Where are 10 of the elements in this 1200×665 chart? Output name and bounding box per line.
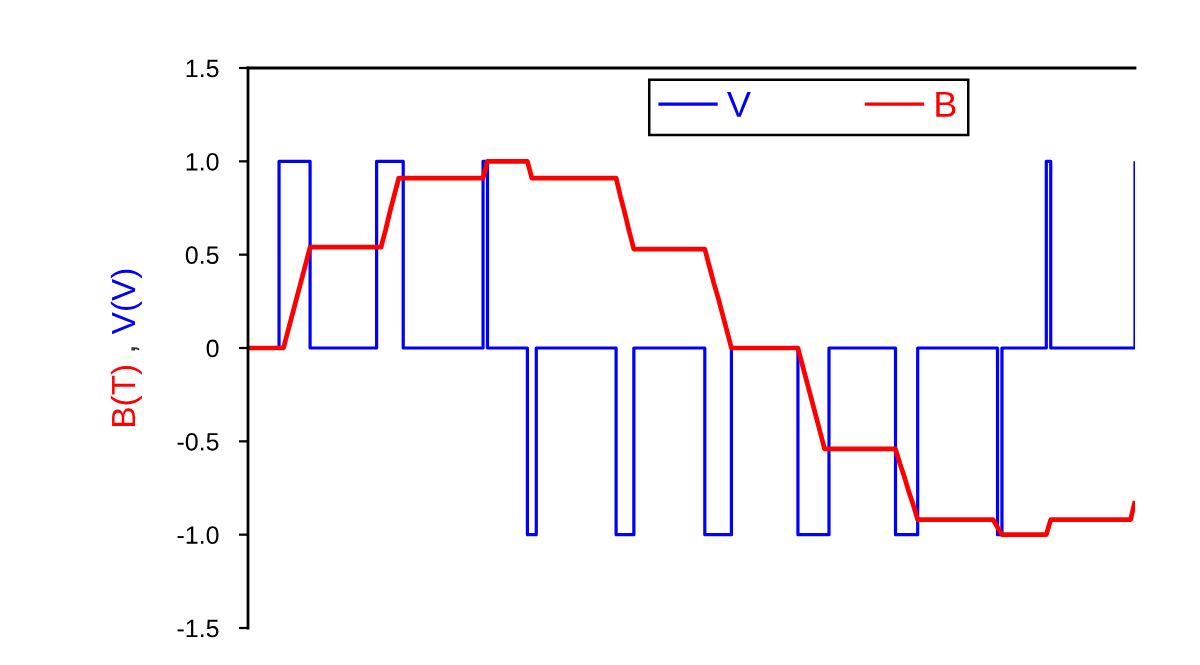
y-tick-label: 1.5 [186,59,219,78]
y-tick-label: -1.5 [177,619,219,638]
legend-label: V [727,91,751,117]
y-axis-title: B(T) , V(V) [110,269,142,426]
y-tick-label: 0.5 [185,246,219,264]
y-tick-label: -1.0 [177,526,219,544]
y-tick-label: 0 [206,339,219,358]
y-tick-label: -0.5 [177,432,219,451]
legend-label: B [936,91,956,117]
y-tick-label: 1.0 [186,152,219,171]
